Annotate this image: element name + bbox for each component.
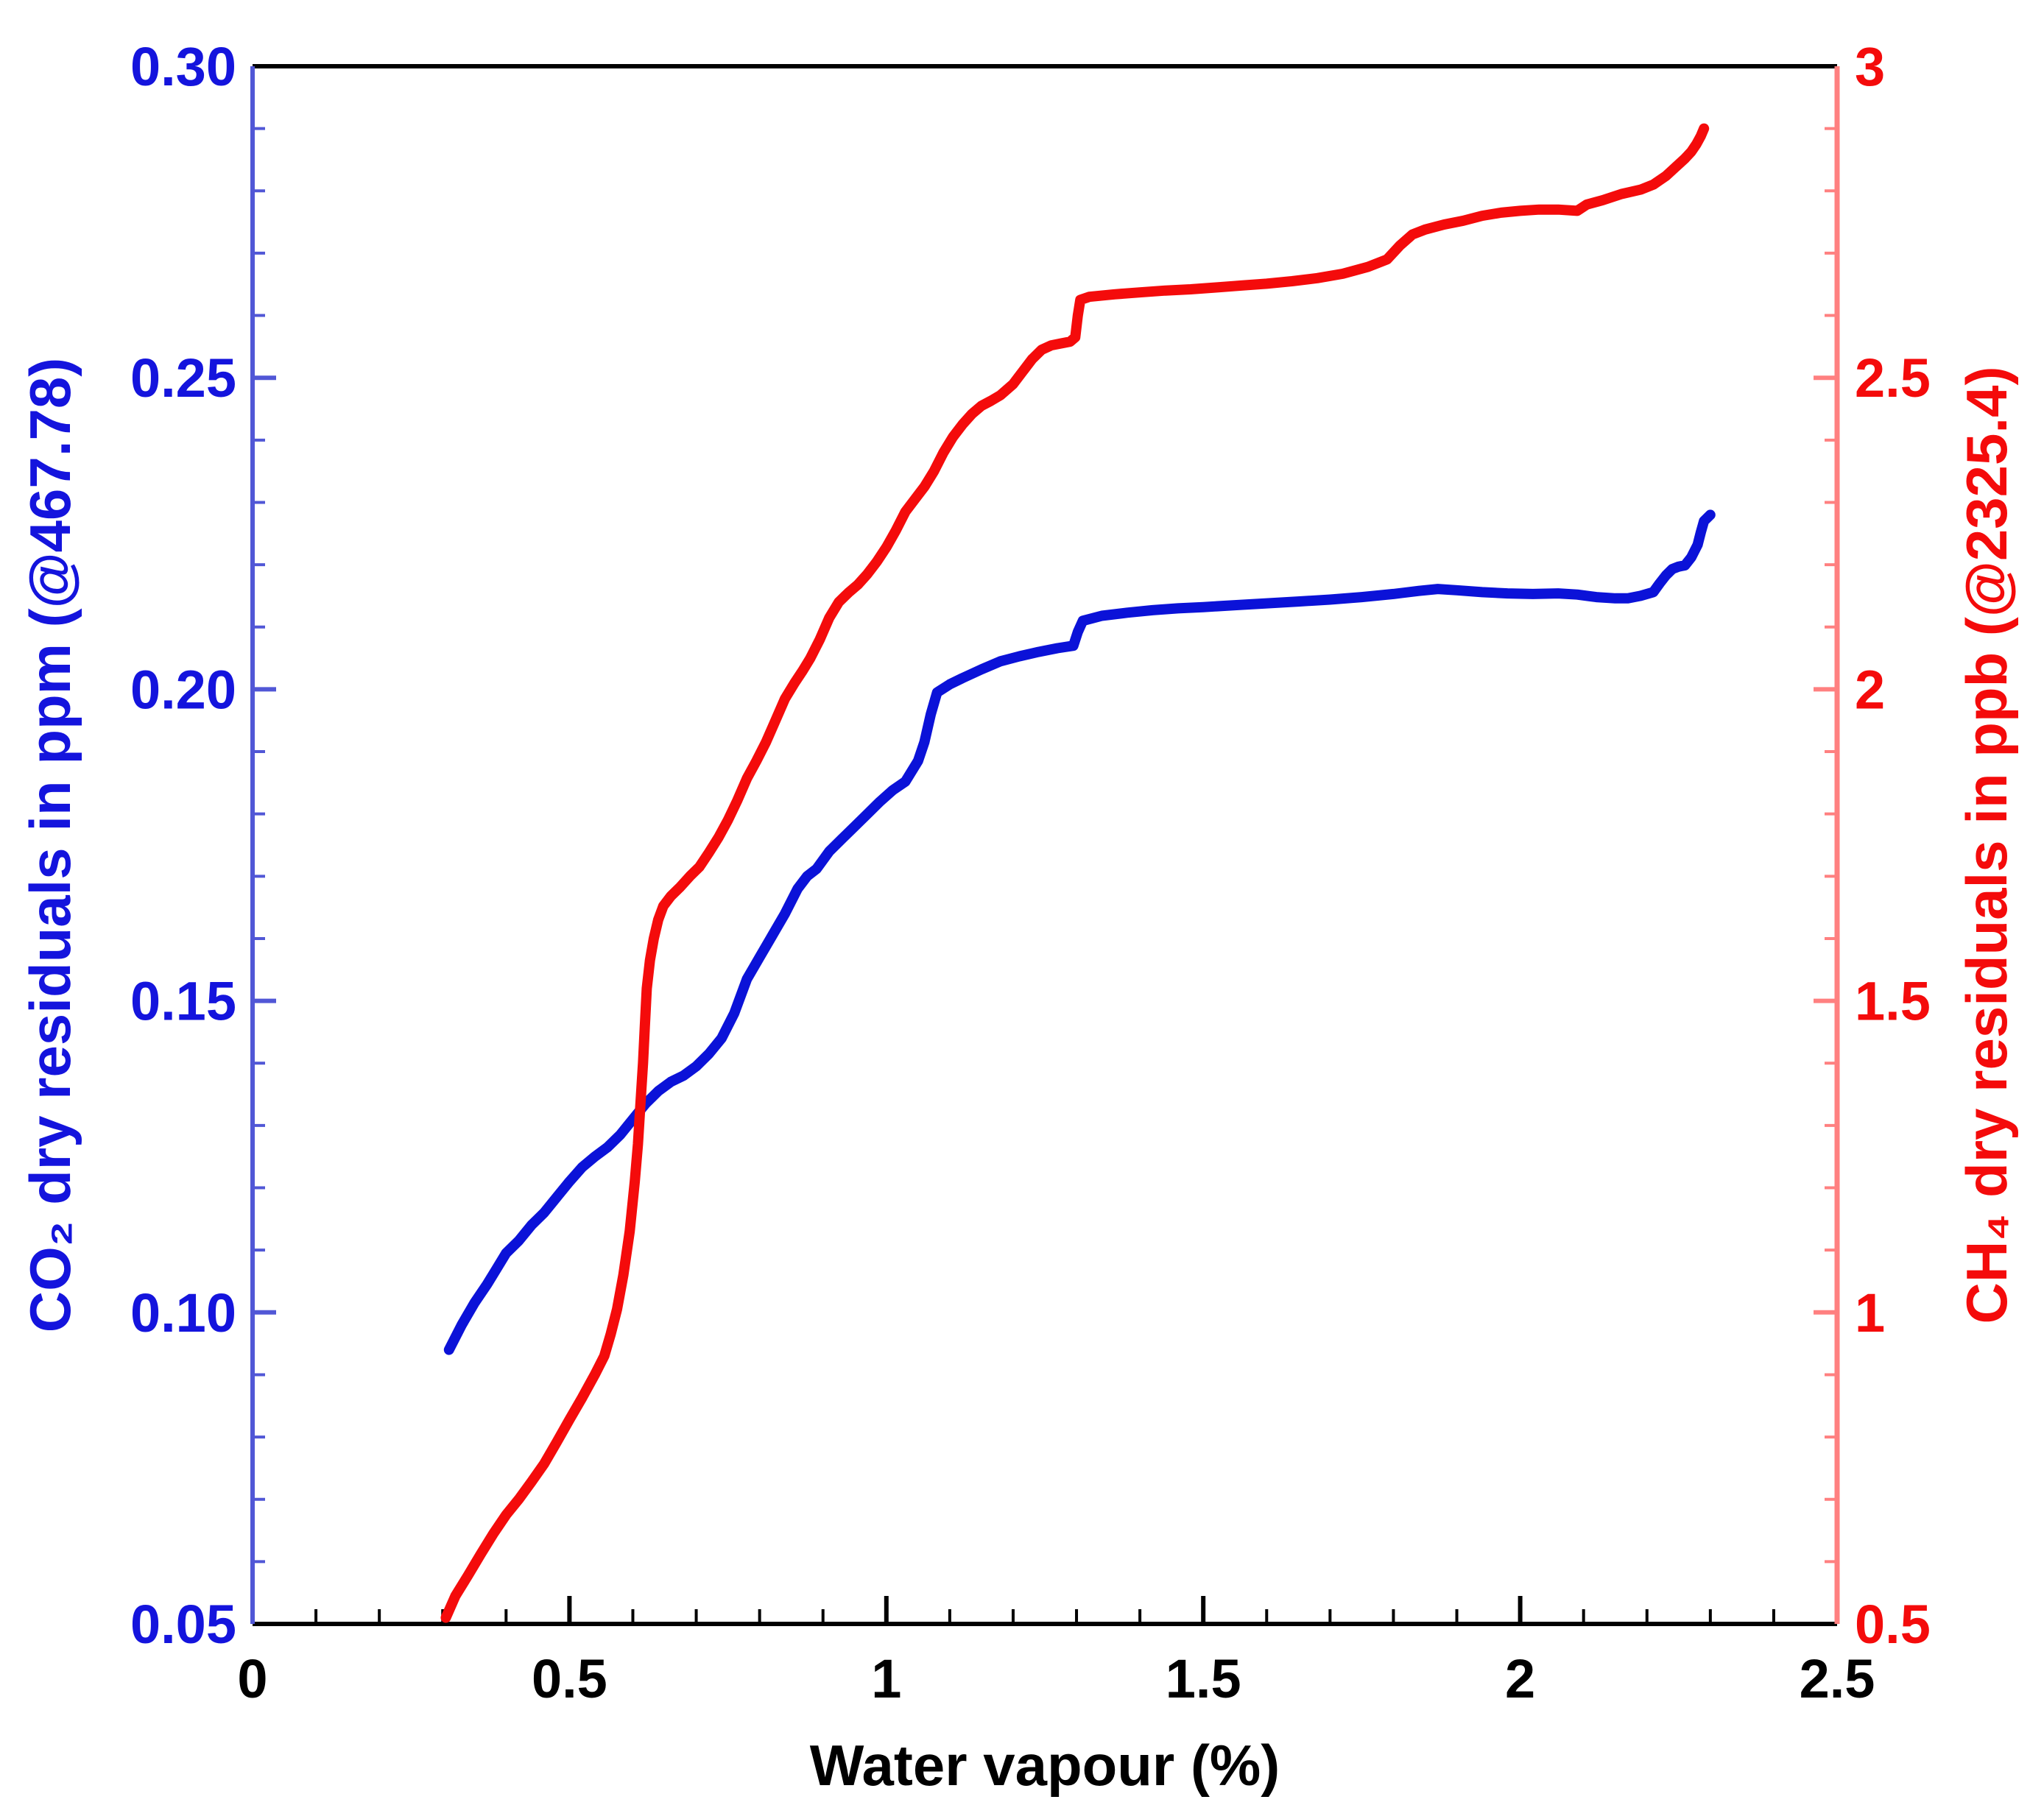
x-tick-label: 1 xyxy=(871,1648,901,1709)
x-axis-title: Water vapour (%) xyxy=(810,1733,1280,1798)
series-layer xyxy=(440,123,1716,1623)
left-y-tick-label: 0.10 xyxy=(130,1282,236,1343)
x-tick-label: 2 xyxy=(1505,1648,1535,1709)
left-y-tick-label: 0.15 xyxy=(130,971,236,1032)
ticks-layer xyxy=(253,127,1837,1624)
right-y-tick-label: 1.5 xyxy=(1855,971,1931,1032)
right-y-tick-label: 2.5 xyxy=(1855,347,1931,409)
right-y-tick-label: 2 xyxy=(1855,659,1885,720)
co2-series-line xyxy=(443,509,1716,1355)
left-y-axis-title: CO₂ dry residuals in ppm (@467.78) xyxy=(18,358,82,1332)
right-y-axis-title: CH₄ dry residuals in ppb (@2325.4) xyxy=(1954,367,2019,1324)
tick-labels-layer: 0 0.5 1 1.5 2 2.5 0.05 0.10 0.15 0.20 0.25 0.30 0.5 1… xyxy=(130,36,1931,1709)
axes-layer xyxy=(250,64,1840,1626)
x-tick-label: 1.5 xyxy=(1166,1648,1241,1709)
x-tick-label: 0.5 xyxy=(532,1648,607,1709)
x-tick-label: 0 xyxy=(237,1648,267,1709)
ch4-series-line xyxy=(440,123,1710,1623)
left-y-tick-label: 0.25 xyxy=(130,347,236,409)
right-y-tick-label: 3 xyxy=(1855,36,1885,97)
left-y-tick-label: 0.05 xyxy=(130,1594,236,1655)
left-y-tick-label: 0.20 xyxy=(130,659,236,720)
right-y-tick-label: 1 xyxy=(1855,1282,1885,1343)
right-y-tick-label: 0.5 xyxy=(1855,1594,1931,1655)
x-tick-label: 2.5 xyxy=(1800,1648,1875,1709)
left-y-tick-label: 0.30 xyxy=(130,36,236,97)
